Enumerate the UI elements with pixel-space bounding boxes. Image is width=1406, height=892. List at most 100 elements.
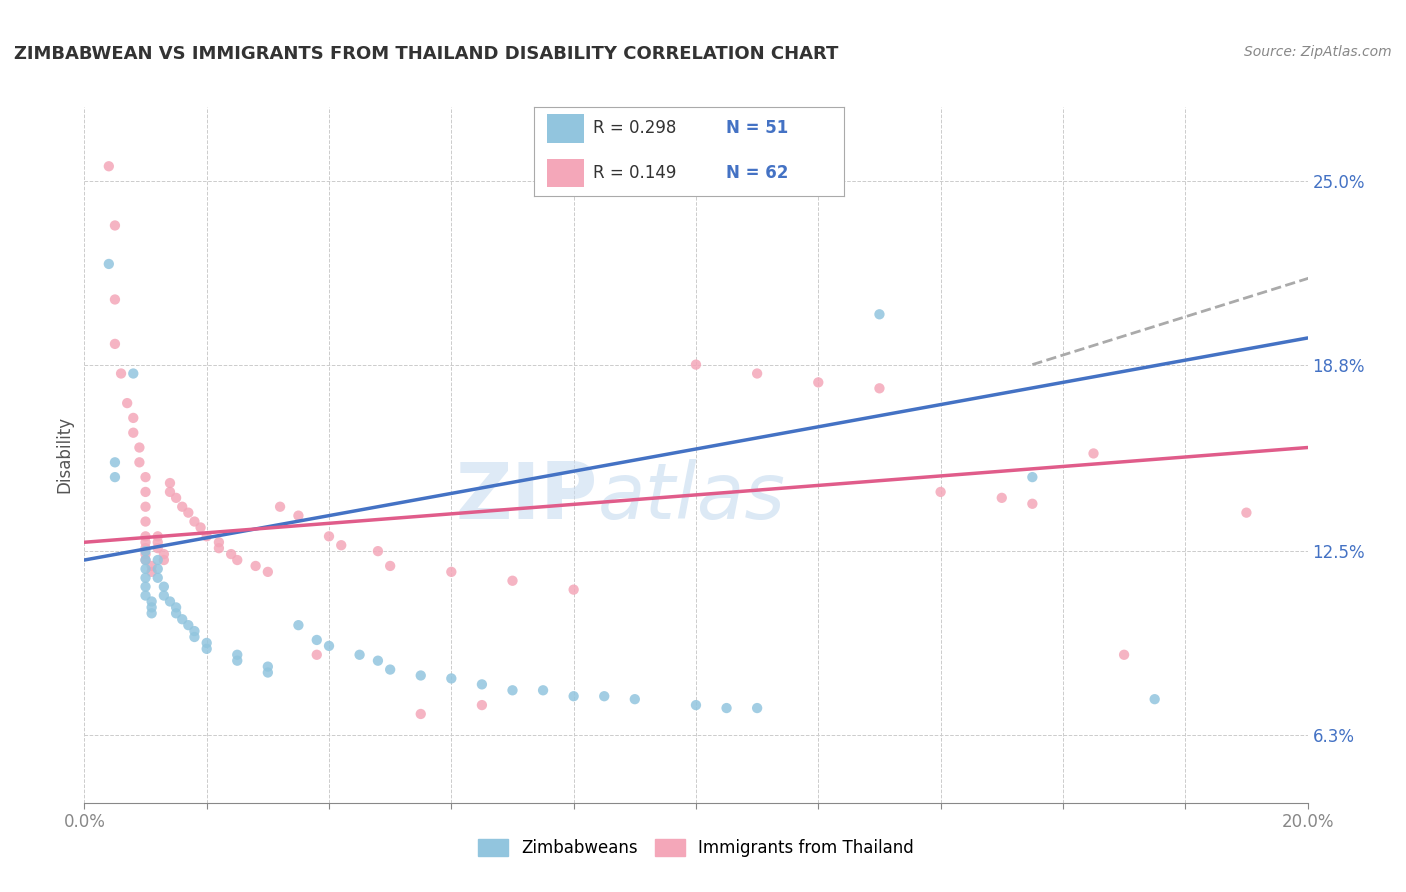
Point [141, 607, 163, 621]
Point [1083, 446, 1105, 460]
Text: Source: ZipAtlas.com: Source: ZipAtlas.com [1244, 45, 1392, 59]
Point [159, 484, 181, 499]
Point [226, 654, 249, 668]
Point [135, 562, 157, 576]
Point [562, 690, 585, 704]
Y-axis label: Disability: Disability [55, 417, 73, 493]
Point [172, 612, 194, 626]
Point [183, 515, 205, 529]
Point [135, 529, 157, 543]
Point [807, 376, 830, 390]
Point [135, 535, 157, 549]
Point [380, 663, 402, 677]
Point [97, 159, 120, 173]
Point [502, 574, 524, 588]
Text: R = 0.298: R = 0.298 [593, 120, 676, 137]
Point [380, 558, 402, 573]
Point [153, 580, 176, 594]
Point [1114, 648, 1136, 662]
Point [440, 672, 463, 686]
Text: N = 62: N = 62 [725, 164, 789, 182]
Point [195, 636, 218, 650]
Point [135, 484, 157, 499]
Point [287, 508, 309, 523]
Point [747, 367, 769, 381]
Point [141, 558, 163, 573]
Point [257, 565, 280, 579]
Point [135, 544, 157, 558]
Point [159, 594, 181, 608]
Point [135, 553, 157, 567]
Point [219, 547, 242, 561]
Point [104, 470, 127, 484]
Point [97, 257, 120, 271]
Point [409, 706, 432, 721]
Point [440, 565, 463, 579]
Point [135, 500, 157, 514]
Point [183, 624, 205, 638]
Point [330, 538, 353, 552]
Point [135, 589, 157, 603]
Point [305, 632, 328, 647]
Point [269, 500, 291, 514]
Point [153, 553, 176, 567]
Point [146, 562, 169, 576]
Point [141, 565, 163, 579]
Point [471, 698, 494, 712]
Point [593, 690, 616, 704]
Text: ZIMBABWEAN VS IMMIGRANTS FROM THAILAND DISABILITY CORRELATION CHART: ZIMBABWEAN VS IMMIGRANTS FROM THAILAND D… [14, 45, 838, 62]
Point [135, 580, 157, 594]
Point [318, 639, 340, 653]
Point [146, 535, 169, 549]
Text: ZIP: ZIP [456, 458, 598, 534]
Point [195, 641, 218, 656]
Point [318, 529, 340, 543]
Point [135, 547, 157, 561]
Point [104, 455, 127, 469]
Point [562, 582, 585, 597]
Bar [547, 159, 583, 187]
Point [153, 589, 176, 603]
Point [190, 520, 212, 534]
Point [177, 506, 200, 520]
Point [869, 381, 891, 395]
Point [1143, 692, 1166, 706]
Point [869, 307, 891, 321]
Point [104, 219, 127, 233]
Point [685, 698, 707, 712]
Point [104, 337, 127, 351]
Point [531, 683, 554, 698]
Point [146, 571, 169, 585]
Point [122, 425, 145, 440]
Point [153, 547, 176, 561]
Point [165, 607, 187, 621]
Point [624, 692, 647, 706]
Point [141, 600, 163, 615]
Point [165, 600, 187, 615]
Point [195, 529, 218, 543]
Point [305, 648, 328, 662]
Point [367, 544, 389, 558]
Point [122, 411, 145, 425]
Point [929, 484, 952, 499]
Point [135, 515, 157, 529]
Point [747, 701, 769, 715]
Text: R = 0.149: R = 0.149 [593, 164, 676, 182]
Point [287, 618, 309, 632]
Point [135, 553, 157, 567]
Point [1021, 497, 1043, 511]
Point [367, 654, 389, 668]
Point [135, 470, 157, 484]
Point [172, 500, 194, 514]
Point [1236, 506, 1258, 520]
Point [141, 594, 163, 608]
Point [991, 491, 1014, 505]
Point [502, 683, 524, 698]
Point [146, 553, 169, 567]
Point [471, 677, 494, 691]
Point [257, 665, 280, 680]
Point [128, 455, 150, 469]
Legend: Zimbabweans, Immigrants from Thailand: Zimbabweans, Immigrants from Thailand [471, 832, 921, 864]
Point [165, 491, 187, 505]
Point [159, 476, 181, 491]
